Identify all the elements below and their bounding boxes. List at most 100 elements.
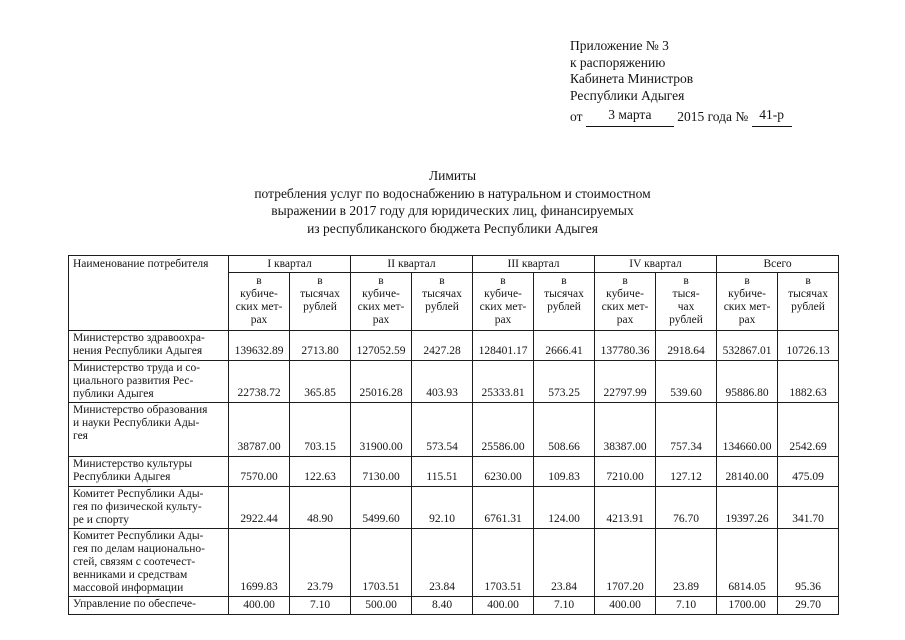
value-cell: 2427.28 bbox=[411, 330, 474, 361]
value-cell: 31900.00 bbox=[350, 402, 413, 457]
table-group-header-row: Наименование потребителя I квартал II кв… bbox=[68, 255, 840, 331]
appendix-line: Кабинета Министров bbox=[570, 71, 694, 86]
value-cell: 25586.00 bbox=[472, 402, 535, 457]
value-cell: 6230.00 bbox=[472, 456, 535, 487]
value-cell: 134660.00 bbox=[716, 402, 779, 457]
consumer-name-cell: Комитет Республики Ады- гея по делам нац… bbox=[68, 528, 229, 597]
value-cell: 95886.80 bbox=[716, 360, 779, 403]
value-cell: 7570.00 bbox=[228, 456, 290, 487]
value-cell: 6761.31 bbox=[472, 486, 535, 529]
limits-table: Наименование потребителя I квартал II кв… bbox=[68, 255, 840, 615]
table-row: Министерство труда и со- циального разви… bbox=[68, 360, 840, 403]
value-cell: 1703.51 bbox=[472, 528, 535, 597]
value-cell: 475.09 bbox=[777, 456, 840, 487]
consumer-name-cell: Министерство культуры Республики Адыгея bbox=[68, 456, 229, 487]
table-row: Управление по обеспече- 400.00 7.10 500.00 8… bbox=[68, 596, 840, 615]
value-cell: 341.70 bbox=[777, 486, 840, 529]
value-cell: 7.10 bbox=[533, 596, 596, 615]
title-line: из республиканского бюджета Республики А… bbox=[307, 220, 598, 236]
value-cell: 28140.00 bbox=[716, 456, 779, 487]
value-cell: 92.10 bbox=[411, 486, 474, 529]
value-cell: 76.70 bbox=[655, 486, 718, 529]
table-row: Комитет Республики Ады- гея по делам нац… bbox=[68, 528, 840, 597]
value-cell: 7.10 bbox=[288, 596, 352, 615]
value-cell: 124.00 bbox=[533, 486, 596, 529]
sub-header-cubic: в кубиче- ских мет- рах bbox=[716, 272, 779, 331]
appendix-block: Приложение № 3 к распоряжению Кабинета М… bbox=[570, 38, 792, 127]
appendix-line: Республики Адыгея bbox=[570, 87, 685, 103]
table-body: Министерство здравоохра- нения Республик… bbox=[68, 330, 840, 615]
table-row: Комитет Республики Ады- гея по физическо… bbox=[68, 486, 840, 529]
value-cell: 8.40 bbox=[411, 596, 474, 615]
date-value: 3 марта bbox=[608, 107, 652, 122]
sub-header-cubic: в кубиче- ских мет- рах bbox=[228, 272, 290, 331]
sub-header-rubles: в тысячах рублей bbox=[411, 272, 474, 331]
value-cell: 500.00 bbox=[350, 596, 413, 615]
table-row: Министерство образования и науки Республ… bbox=[68, 402, 840, 457]
value-cell: 1700.00 bbox=[716, 596, 779, 615]
date-prefix: от bbox=[570, 109, 583, 124]
value-cell: 48.90 bbox=[288, 486, 352, 529]
value-cell: 25016.28 bbox=[350, 360, 413, 403]
value-cell: 2542.69 bbox=[777, 402, 840, 457]
value-cell: 38787.00 bbox=[228, 402, 290, 457]
value-cell: 400.00 bbox=[228, 596, 290, 615]
value-cell: 4213.91 bbox=[594, 486, 657, 529]
sub-header-rubles: в тысячах рублей bbox=[777, 272, 840, 331]
appendix-line: к распоряжению bbox=[570, 54, 666, 70]
value-cell: 7210.00 bbox=[594, 456, 657, 487]
table-row: Министерство здравоохра- нения Республик… bbox=[68, 330, 840, 361]
value-cell: 25333.81 bbox=[472, 360, 535, 403]
date-middle: 2015 года № bbox=[677, 109, 749, 124]
name-column-header: Наименование потребителя bbox=[68, 255, 229, 331]
value-cell: 1703.51 bbox=[350, 528, 413, 597]
value-cell: 400.00 bbox=[472, 596, 535, 615]
group-header-q3: III квартал bbox=[472, 255, 596, 273]
value-cell: 2922.44 bbox=[228, 486, 290, 529]
value-cell: 400.00 bbox=[594, 596, 657, 615]
consumer-name-cell: Комитет Республики Ады- гея по физическо… bbox=[68, 486, 229, 529]
value-cell: 23.79 bbox=[288, 528, 352, 597]
appendix-line: Приложение № 3 bbox=[570, 38, 669, 53]
consumer-name-cell: Управление по обеспече- bbox=[68, 596, 229, 615]
document-title: Лимиты потребления услуг по водоснабжени… bbox=[0, 167, 905, 237]
value-cell: 1707.20 bbox=[594, 528, 657, 597]
table-sub-header-row: в кубиче- ских мет- рах в тысячах рублей… bbox=[69, 272, 840, 331]
value-cell: 532867.01 bbox=[716, 330, 779, 361]
title-line: выражении в 2017 году для юридических ли… bbox=[271, 203, 634, 218]
value-cell: 128401.17 bbox=[472, 330, 535, 361]
consumer-name-cell: Министерство образования и науки Республ… bbox=[68, 402, 229, 457]
value-cell: 2666.41 bbox=[533, 330, 596, 361]
group-header-q2: II квартал bbox=[350, 255, 474, 273]
value-cell: 127052.59 bbox=[350, 330, 413, 361]
value-cell: 573.25 bbox=[533, 360, 596, 403]
value-cell: 38387.00 bbox=[594, 402, 657, 457]
sub-header-rubles: в тысячах рублей bbox=[288, 272, 352, 331]
consumer-name-cell: Министерство здравоохра- нения Республик… bbox=[68, 330, 229, 361]
value-cell: 29.70 bbox=[777, 596, 840, 615]
table-row: Министерство культуры Республики Адыгея 7… bbox=[68, 456, 840, 487]
value-cell: 22797.99 bbox=[594, 360, 657, 403]
value-cell: 6814.05 bbox=[716, 528, 779, 597]
value-cell: 539.60 bbox=[655, 360, 718, 403]
group-header-q4: IV квартал bbox=[594, 255, 718, 273]
value-cell: 127.12 bbox=[655, 456, 718, 487]
value-cell: 109.83 bbox=[533, 456, 596, 487]
value-cell: 703.15 bbox=[288, 402, 352, 457]
sub-header-cubic: в кубиче- ских мет- рах bbox=[350, 272, 413, 331]
value-cell: 757.34 bbox=[655, 402, 718, 457]
value-cell: 1699.83 bbox=[228, 528, 290, 597]
sub-header-cubic: в кубиче- ских мет- рах bbox=[472, 272, 535, 331]
value-cell: 2918.64 bbox=[655, 330, 718, 361]
value-cell: 7130.00 bbox=[350, 456, 413, 487]
value-cell: 403.93 bbox=[411, 360, 474, 403]
group-header-total: Всего bbox=[716, 255, 840, 273]
group-header-q1: I квартал bbox=[227, 255, 352, 273]
sub-header-rubles: в тыся- чах рублей bbox=[655, 272, 718, 331]
value-cell: 95.36 bbox=[777, 528, 840, 597]
value-cell: 23.84 bbox=[533, 528, 596, 597]
order-number: 41-р bbox=[759, 107, 785, 122]
value-cell: 115.51 bbox=[411, 456, 474, 487]
value-cell: 2713.80 bbox=[288, 330, 352, 361]
